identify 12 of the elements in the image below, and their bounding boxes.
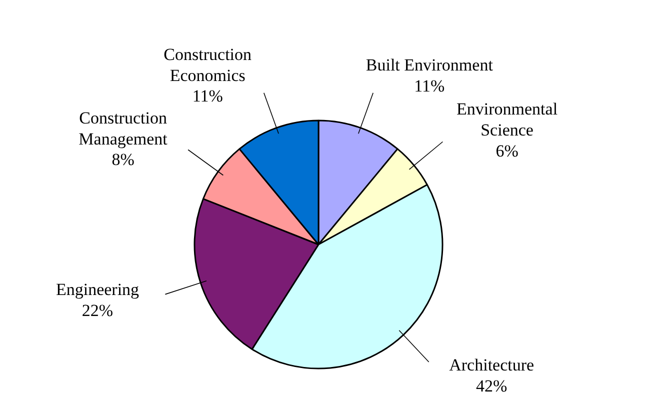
data-label: 42% — [476, 376, 508, 396]
slice-label: Architecture — [449, 356, 534, 375]
data-label: 8% — [112, 150, 134, 170]
slice-label: Built Environment — [366, 55, 494, 74]
slice-label: Construction Management — [78, 108, 168, 148]
slice-label: Construction Economics — [164, 44, 252, 85]
data-label: 11% — [414, 76, 445, 96]
slice-label: Environmental Science — [456, 99, 558, 140]
data-label: 6% — [496, 141, 518, 160]
data-label: 22% — [82, 301, 114, 320]
legend-label: Engineering — [56, 280, 140, 300]
data-label: 11% — [192, 86, 223, 106]
